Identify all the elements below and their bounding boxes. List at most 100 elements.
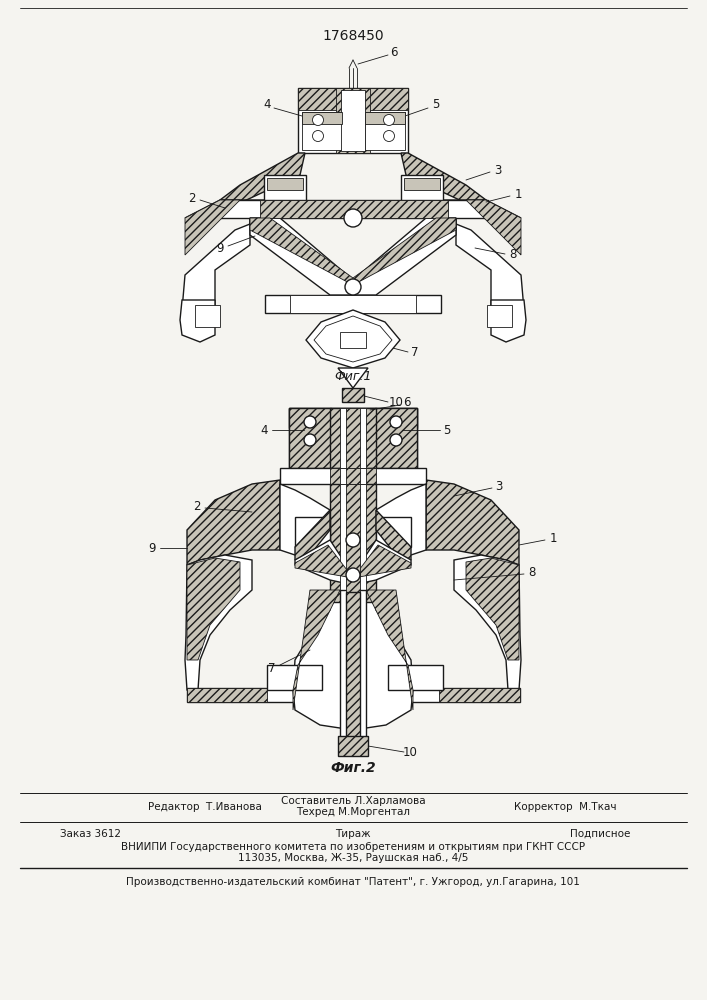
Bar [336,88,370,153]
Bar [342,388,364,402]
Polygon shape [250,218,353,285]
Bar [187,688,267,702]
Bar [346,468,360,484]
Polygon shape [454,555,521,690]
Bar [376,517,411,547]
Text: Техред М.Моргентал: Техред М.Моргентал [296,807,410,817]
Bar [346,408,360,468]
Bar [267,178,303,190]
Polygon shape [280,484,330,555]
Text: 6: 6 [390,46,398,60]
Bar [340,408,366,468]
Bar [302,112,342,150]
Text: Фиг.2: Фиг.2 [330,761,376,775]
Text: 1768450: 1768450 [322,29,384,43]
Polygon shape [293,590,413,730]
Circle shape [346,568,360,582]
Text: 113035, Москва, Ж-35, Раушская наб., 4/5: 113035, Москва, Ж-35, Раушская наб., 4/5 [238,853,468,863]
Polygon shape [376,510,411,560]
Polygon shape [250,218,353,295]
Text: Фиг.1: Фиг.1 [334,369,372,382]
Text: 4: 4 [263,99,271,111]
Text: Заказ 3612: Заказ 3612 [60,829,121,839]
Polygon shape [306,310,400,368]
Circle shape [383,114,395,125]
Bar [267,665,322,690]
Text: Подписное: Подписное [570,829,631,839]
Bar [487,305,512,327]
Bar [338,736,368,756]
Polygon shape [466,200,521,255]
Text: 1: 1 [549,532,556,544]
Text: 10: 10 [389,395,404,408]
Bar [365,112,405,150]
Bar [346,484,360,602]
Bar [264,175,306,203]
Polygon shape [491,300,526,342]
Circle shape [390,434,402,446]
Polygon shape [293,590,340,710]
Bar [346,592,360,738]
Polygon shape [426,480,519,565]
Polygon shape [353,545,411,578]
Bar [404,178,440,190]
Circle shape [344,209,362,227]
Text: ВНИИПИ Государственного комитета по изобретениям и открытиям при ГКНТ СССР: ВНИИПИ Государственного комитета по изоб… [121,842,585,852]
Bar [220,200,488,218]
Polygon shape [180,300,215,342]
Polygon shape [376,484,426,555]
Polygon shape [338,368,368,388]
Bar [295,517,330,547]
Bar [187,688,520,702]
Polygon shape [353,218,456,285]
Polygon shape [187,558,240,660]
Circle shape [312,130,324,141]
Circle shape [345,279,361,295]
Polygon shape [401,153,486,203]
Polygon shape [182,200,265,318]
Text: 8: 8 [528,566,536,578]
Polygon shape [441,200,524,318]
Polygon shape [295,540,353,585]
Circle shape [390,416,402,428]
Circle shape [304,434,316,446]
Bar [280,468,426,484]
Bar [260,200,448,218]
Bar [365,112,405,124]
Polygon shape [353,218,456,295]
Polygon shape [314,316,392,362]
Circle shape [304,416,316,428]
Polygon shape [185,555,252,690]
Polygon shape [187,480,280,565]
Bar [330,484,376,602]
Polygon shape [295,545,353,578]
Bar [388,665,443,690]
Text: 3: 3 [496,480,503,492]
Bar [289,408,417,468]
Bar [401,175,443,203]
Text: 2: 2 [193,500,201,514]
Text: 3: 3 [494,163,502,176]
Bar [289,408,417,428]
Bar [340,590,366,740]
Text: 7: 7 [268,662,276,674]
Text: 5: 5 [443,424,450,436]
Text: 6: 6 [403,396,411,410]
Polygon shape [466,558,519,660]
Bar [289,408,331,468]
Polygon shape [295,510,330,560]
Bar [298,88,408,110]
Text: Составитель Л.Харламова: Составитель Л.Харламова [281,796,426,806]
Text: 7: 7 [411,346,419,359]
Text: 9: 9 [216,241,223,254]
Text: Редактор  Т.Иванова: Редактор Т.Иванова [148,802,262,812]
Bar [330,468,376,484]
Bar [340,332,366,348]
Bar [341,90,365,151]
Bar [298,88,408,153]
Text: 1: 1 [514,188,522,200]
Circle shape [383,130,395,141]
Text: Тираж: Тираж [335,829,370,839]
Text: 2: 2 [188,192,196,205]
Bar [330,408,376,468]
